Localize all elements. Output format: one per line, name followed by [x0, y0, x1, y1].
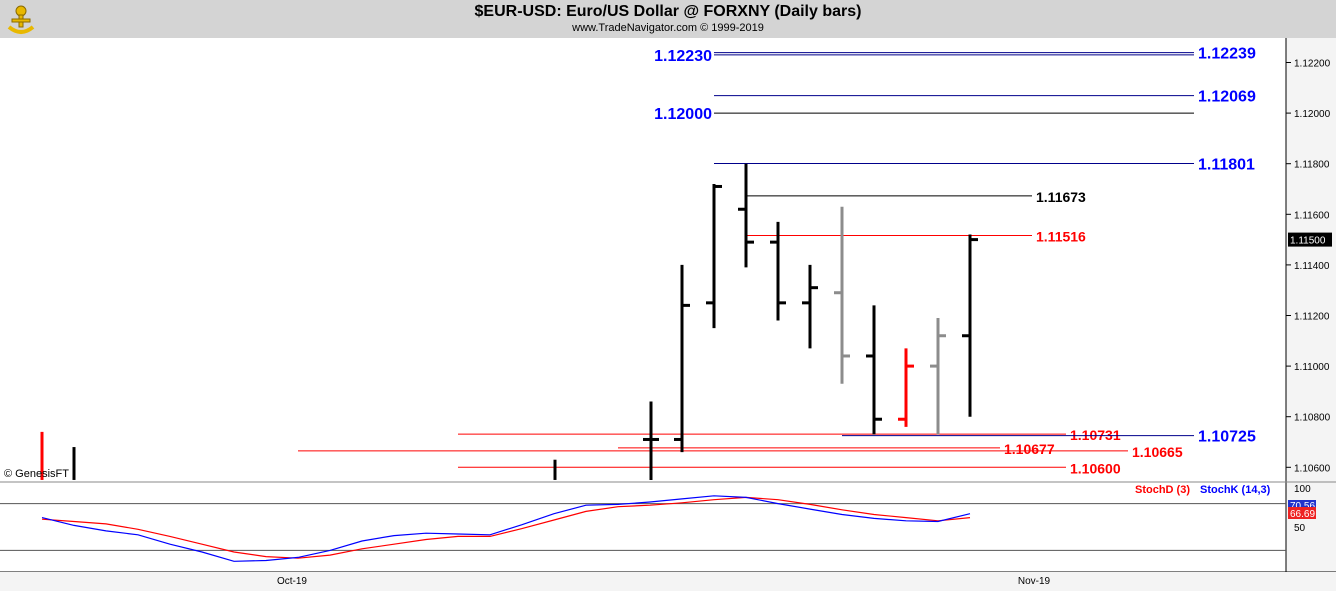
- ohlc-bar: [834, 206, 850, 384]
- trade-navigator-logo-icon: [7, 5, 35, 34]
- level-label: 1.12069: [1198, 89, 1256, 106]
- level-label: 1.10600: [1070, 460, 1121, 476]
- ohlc-bar: [866, 305, 882, 435]
- stoch-d-value: 66.69: [1290, 509, 1315, 520]
- last-price-label: 1.11500: [1290, 236, 1326, 247]
- price-tick-label: 1.10600: [1294, 463, 1331, 474]
- chart-subtitle: www.TradeNavigator.com © 1999-2019: [572, 22, 764, 34]
- legend-stoch-k: StochK (14,3): [1200, 484, 1271, 496]
- chart-header: $EUR-USD: Euro/US Dollar @ FORXNY (Daily…: [0, 0, 1336, 38]
- ohlc-bar: [898, 348, 914, 427]
- ohlc-bar: [802, 264, 818, 349]
- level-label: 1.11801: [1198, 156, 1255, 173]
- level-label: 1.10677: [1004, 441, 1055, 457]
- ohlc-bar: [674, 264, 690, 453]
- stoch-d-value-box: [1288, 507, 1316, 519]
- price-tick-label: 1.11800: [1294, 160, 1330, 171]
- price-tick-label: 1.10800: [1294, 413, 1331, 424]
- time-axis-panel: [0, 572, 1336, 591]
- legend-stoch-d: StochD (3): [1135, 484, 1190, 496]
- level-label: 1.12230: [654, 48, 712, 65]
- plot-background: [0, 38, 1336, 591]
- level-label: 1.11673: [1036, 189, 1086, 205]
- stoch-k-line: [41, 495, 971, 562]
- stoch-d-line: [41, 496, 971, 559]
- level-label: 1.10725: [1198, 429, 1256, 446]
- ohlc-bar: [962, 234, 978, 417]
- level-label: 1.11516: [1036, 229, 1086, 245]
- copyright-label: © GenesisFT: [4, 468, 69, 480]
- ohlc-bar: [643, 401, 659, 480]
- level-label: 1.12000: [654, 106, 712, 123]
- stoch-k-value-box: [1288, 500, 1316, 510]
- level-label: 1.12239: [1198, 46, 1256, 63]
- time-tick-label: Nov-19: [1018, 576, 1051, 587]
- price-tick-label: 1.11400: [1294, 261, 1330, 272]
- last-price-box: [1288, 232, 1332, 247]
- chart-title: $EUR-USD: Euro/US Dollar @ FORXNY (Daily…: [474, 3, 862, 20]
- price-tick-label: 1.11200: [1294, 312, 1330, 323]
- price-tick-label: 1.11600: [1294, 210, 1330, 221]
- price-axis-panel: [1286, 38, 1336, 591]
- stoch-k-value: 70.56: [1290, 501, 1315, 512]
- price-tick-label: 1.12000: [1294, 109, 1331, 120]
- price-tick-label: 1.12200: [1294, 59, 1331, 70]
- ohlc-bar: [930, 318, 946, 435]
- price-tick-label: 1.11000: [1294, 362, 1330, 373]
- ohlc-bar: [706, 183, 722, 329]
- level-label: 1.10665: [1132, 444, 1183, 460]
- ohlc-bar: [770, 221, 786, 321]
- ohlc-bar: [738, 163, 754, 268]
- level-label: 1.10731: [1070, 427, 1121, 443]
- stoch-tick-label: 100: [1294, 484, 1311, 495]
- time-tick-label: Oct-19: [277, 576, 307, 587]
- stoch-tick-label: 50: [1294, 523, 1306, 534]
